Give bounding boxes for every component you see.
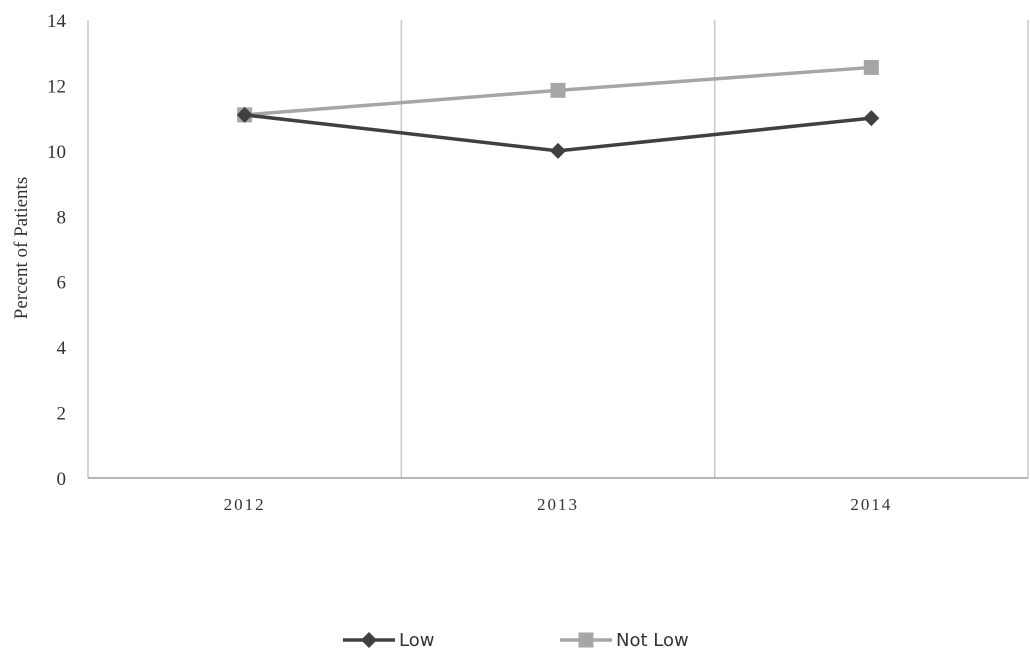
x-tick-label: 2013: [537, 495, 579, 514]
y-tick-label: 0: [57, 469, 67, 490]
y-tick-label: 6: [57, 273, 67, 294]
data-point: [236, 106, 253, 123]
data-point: [863, 59, 879, 75]
y-tick-label: 12: [47, 76, 66, 97]
legend-item: Not Low: [560, 630, 689, 651]
data-point: [550, 82, 566, 98]
y-tick-label: 4: [57, 338, 67, 359]
legend-swatch-marker: [578, 632, 594, 648]
legend-swatch-marker: [361, 632, 377, 648]
gridlines: [87, 20, 1029, 478]
series: [236, 59, 880, 159]
series-not-low: [237, 59, 879, 123]
y-tick-label: 10: [47, 142, 66, 163]
x-tick-label: 2012: [224, 495, 266, 514]
series-low: [236, 106, 880, 159]
y-tick-label: 14: [47, 11, 67, 32]
data-point: [863, 110, 880, 127]
y-tick-labels: 0 2 4 6 8 10 12 14: [47, 11, 67, 490]
legend-item: Low: [343, 630, 434, 651]
y-tick-label: 2: [57, 404, 67, 425]
data-point: [550, 142, 566, 159]
x-tick-labels: 2012 2013 2014: [224, 495, 892, 514]
legend: Low Not Low: [343, 630, 689, 651]
y-tick-label: 8: [57, 207, 67, 228]
x-tick-label: 2014: [850, 495, 892, 514]
y-axis-label: Percent of Patients: [11, 177, 32, 319]
legend-label: Not Low: [616, 630, 689, 651]
legend-label: Low: [399, 630, 434, 651]
